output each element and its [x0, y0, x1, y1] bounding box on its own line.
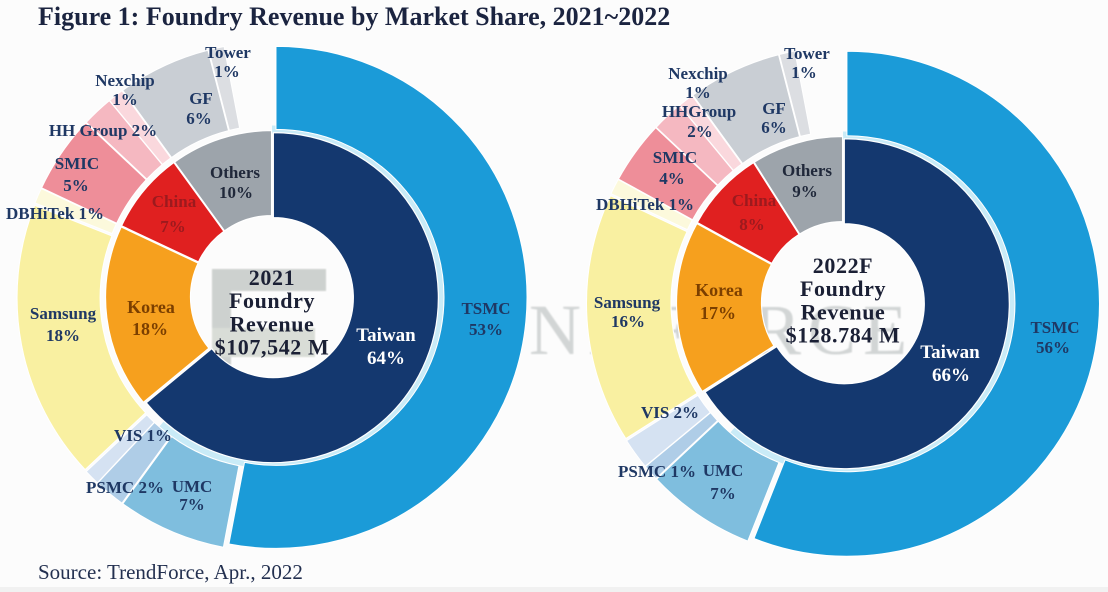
svg-text:Revenue: Revenue [230, 311, 315, 336]
svg-text:64%: 64% [367, 348, 405, 369]
svg-text:66%: 66% [932, 365, 970, 386]
svg-text:UMC: UMC [703, 461, 744, 480]
svg-text:China: China [152, 192, 197, 211]
svg-text:5%: 5% [63, 176, 89, 195]
svg-text:Taiwan: Taiwan [920, 342, 980, 363]
svg-text:GF: GF [762, 99, 786, 118]
svg-text:1%: 1% [214, 62, 240, 81]
svg-text:TSMC: TSMC [461, 299, 510, 318]
svg-text:7%: 7% [710, 484, 736, 503]
svg-text:VIS 2%: VIS 2% [641, 403, 699, 422]
svg-text:DBHiTek 1%: DBHiTek 1% [6, 204, 104, 223]
svg-text:DBHiTek 1%: DBHiTek 1% [596, 195, 694, 214]
svg-text:Nexchip: Nexchip [668, 64, 728, 83]
svg-text:1%: 1% [685, 83, 711, 102]
svg-text:Korea: Korea [695, 280, 743, 300]
svg-text:$128.784 M: $128.784 M [786, 323, 901, 348]
svg-text:2022F: 2022F [813, 253, 873, 278]
svg-text:7%: 7% [179, 495, 205, 514]
svg-text:18%: 18% [132, 319, 168, 339]
svg-text:4%: 4% [659, 169, 685, 188]
svg-text:1%: 1% [791, 63, 817, 82]
svg-text:Taiwan: Taiwan [356, 325, 416, 346]
svg-text:HH Group 2%: HH Group 2% [49, 121, 157, 140]
svg-text:Others: Others [210, 163, 260, 182]
svg-text:10%: 10% [219, 183, 253, 202]
svg-text:9%: 9% [792, 182, 818, 201]
svg-text:TSMC: TSMC [1030, 318, 1079, 337]
svg-text:7%: 7% [160, 217, 186, 236]
svg-text:Foundry: Foundry [800, 276, 886, 301]
svg-text:53%: 53% [469, 320, 503, 339]
svg-text:56%: 56% [1036, 338, 1070, 357]
svg-text:Others: Others [782, 161, 832, 180]
svg-text:16%: 16% [611, 312, 645, 331]
svg-text:Tower: Tower [784, 44, 830, 63]
svg-text:2021: 2021 [249, 265, 295, 290]
svg-text:6%: 6% [761, 118, 787, 137]
svg-text:GF: GF [189, 89, 213, 108]
svg-text:VIS 1%: VIS 1% [114, 426, 172, 445]
svg-text:Samsung: Samsung [594, 293, 661, 312]
svg-text:SMIC: SMIC [653, 148, 697, 167]
svg-text:1%: 1% [112, 90, 138, 109]
svg-text:Foundry: Foundry [229, 288, 315, 313]
svg-text:UMC: UMC [172, 477, 213, 496]
svg-text:Nexchip: Nexchip [95, 71, 155, 90]
svg-text:PSMC 2%: PSMC 2% [86, 478, 164, 497]
svg-text:Korea: Korea [127, 297, 175, 317]
svg-text:2%: 2% [687, 122, 713, 141]
svg-text:SMIC: SMIC [55, 154, 99, 173]
svg-text:6%: 6% [186, 109, 212, 128]
svg-text:Revenue: Revenue [801, 299, 886, 324]
svg-text:17%: 17% [700, 303, 736, 323]
svg-text:18%: 18% [46, 326, 80, 345]
svg-text:Tower: Tower [205, 43, 251, 62]
svg-text:China: China [732, 191, 777, 210]
svg-text:HHGroup: HHGroup [662, 102, 736, 121]
svg-text:Samsung: Samsung [30, 304, 97, 323]
svg-text:PSMC 1%: PSMC 1% [618, 462, 696, 481]
svg-text:8%: 8% [739, 215, 765, 234]
svg-text:$107,542 M: $107,542 M [215, 335, 330, 360]
